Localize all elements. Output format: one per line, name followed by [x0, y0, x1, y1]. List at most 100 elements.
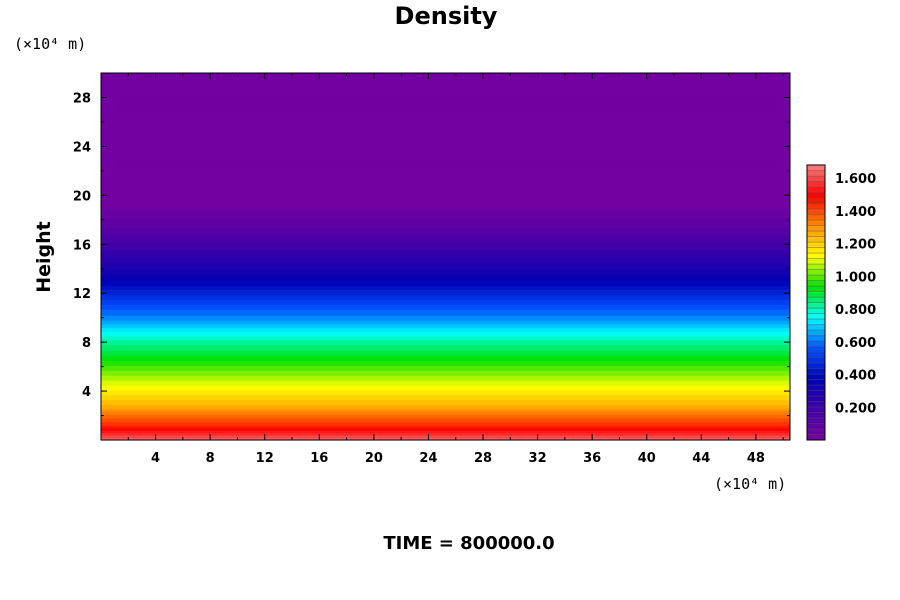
- heatmap-band: [101, 388, 790, 391]
- heatmap-band: [101, 279, 790, 282]
- heatmap-band: [101, 141, 790, 144]
- heatmap-band: [101, 107, 790, 110]
- colorbar-level: [806, 252, 826, 259]
- heatmap-band: [101, 422, 790, 425]
- heatmap-band: [101, 243, 790, 245]
- heatmap-band: [101, 386, 790, 388]
- heatmap-band: [101, 391, 790, 393]
- heatmap-band: [101, 147, 790, 150]
- y-tick-label: 12: [73, 287, 91, 302]
- heatmap-band: [101, 86, 790, 89]
- heatmap-band: [101, 432, 790, 435]
- heatmap-band: [101, 398, 790, 401]
- heatmap-band: [101, 238, 790, 240]
- heatmap-band: [101, 98, 790, 101]
- heatmap-band: [101, 317, 790, 320]
- heatmap-band: [101, 249, 790, 251]
- heatmap-band: [101, 392, 790, 395]
- heatmap-band: [101, 355, 790, 358]
- heatmap-band: [101, 225, 790, 228]
- heatmap-band: [101, 206, 790, 209]
- heatmap-band: [101, 128, 790, 130]
- heatmap-band: [101, 290, 790, 293]
- heatmap-band: [101, 421, 790, 424]
- colorbar-level: [806, 390, 826, 397]
- heatmap-band: [101, 212, 790, 215]
- heatmap-band: [101, 340, 790, 343]
- heatmap-band: [101, 337, 790, 340]
- colorbar-level: [806, 302, 826, 309]
- heatmap-band: [101, 174, 790, 177]
- heatmap-band: [101, 291, 790, 294]
- heatmap-band: [101, 300, 790, 303]
- heatmap-band: [101, 104, 790, 107]
- heatmap-band: [101, 302, 790, 305]
- colorbar-level: [806, 241, 826, 248]
- heatmap-band: [101, 405, 790, 408]
- heatmap-band: [101, 298, 790, 300]
- heatmap-band: [101, 75, 790, 78]
- heatmap-band: [101, 96, 790, 99]
- colorbar-level: [806, 285, 826, 292]
- heatmap-band: [101, 216, 790, 218]
- heatmap-band: [101, 369, 790, 371]
- heatmap-band: [101, 181, 790, 184]
- heatmap-band: [101, 358, 790, 360]
- heatmap-band: [101, 402, 790, 404]
- heatmap-band: [101, 370, 790, 373]
- heatmap-band: [101, 266, 790, 269]
- heatmap-band: [101, 152, 790, 155]
- heatmap-band: [101, 425, 790, 428]
- heatmap-band: [101, 103, 790, 106]
- chart-title: Density: [395, 2, 498, 30]
- heatmap-band: [101, 126, 790, 129]
- heatmap-band: [101, 257, 790, 260]
- y-tick-label: 24: [73, 140, 91, 155]
- heatmap-band: [101, 218, 790, 221]
- heatmap-band: [101, 164, 790, 167]
- heatmap-band: [101, 420, 790, 423]
- colorbar-level: [806, 373, 826, 380]
- heatmap-band: [101, 112, 790, 114]
- heatmap-band: [101, 310, 790, 313]
- heatmap-band: [101, 424, 790, 426]
- heatmap-band: [101, 165, 790, 168]
- heatmap-band: [101, 169, 790, 172]
- heatmap-band: [101, 137, 790, 140]
- colorbar-level: [806, 175, 826, 182]
- heatmap-band: [101, 345, 790, 348]
- heatmap-band: [101, 433, 790, 436]
- colorbar-level: [806, 417, 826, 424]
- heatmap-band: [101, 307, 790, 310]
- colorbar-level: [806, 401, 826, 408]
- heatmap-band: [101, 278, 790, 281]
- heatmap-band: [101, 203, 790, 206]
- heatmap-band: [101, 77, 790, 80]
- heatmap-band: [101, 393, 790, 396]
- x-tick-label: 44: [692, 451, 710, 466]
- heatmap-band: [101, 343, 790, 346]
- heatmap-band: [101, 293, 790, 296]
- heatmap-band: [101, 349, 790, 352]
- heatmap-band: [101, 258, 790, 261]
- heatmap-band: [101, 409, 790, 412]
- colorbar-level: [806, 236, 826, 243]
- colorbar-level: [806, 346, 826, 353]
- heatmap-band: [101, 347, 790, 349]
- heatmap-band: [101, 79, 790, 81]
- heatmap-band: [101, 271, 790, 274]
- colorbar-level: [806, 258, 826, 265]
- heatmap-band: [101, 221, 790, 223]
- heatmap-band: [101, 93, 790, 96]
- heatmap-band: [101, 311, 790, 314]
- heatmap-band: [101, 437, 790, 440]
- heatmap-band: [101, 371, 790, 374]
- heatmap-band: [101, 342, 790, 344]
- heatmap-band: [101, 316, 790, 319]
- heatmap-band: [101, 183, 790, 185]
- heatmap-band: [101, 267, 790, 270]
- heatmap-band: [101, 163, 790, 166]
- heatmap-band: [101, 214, 790, 217]
- heatmap-band: [101, 211, 790, 214]
